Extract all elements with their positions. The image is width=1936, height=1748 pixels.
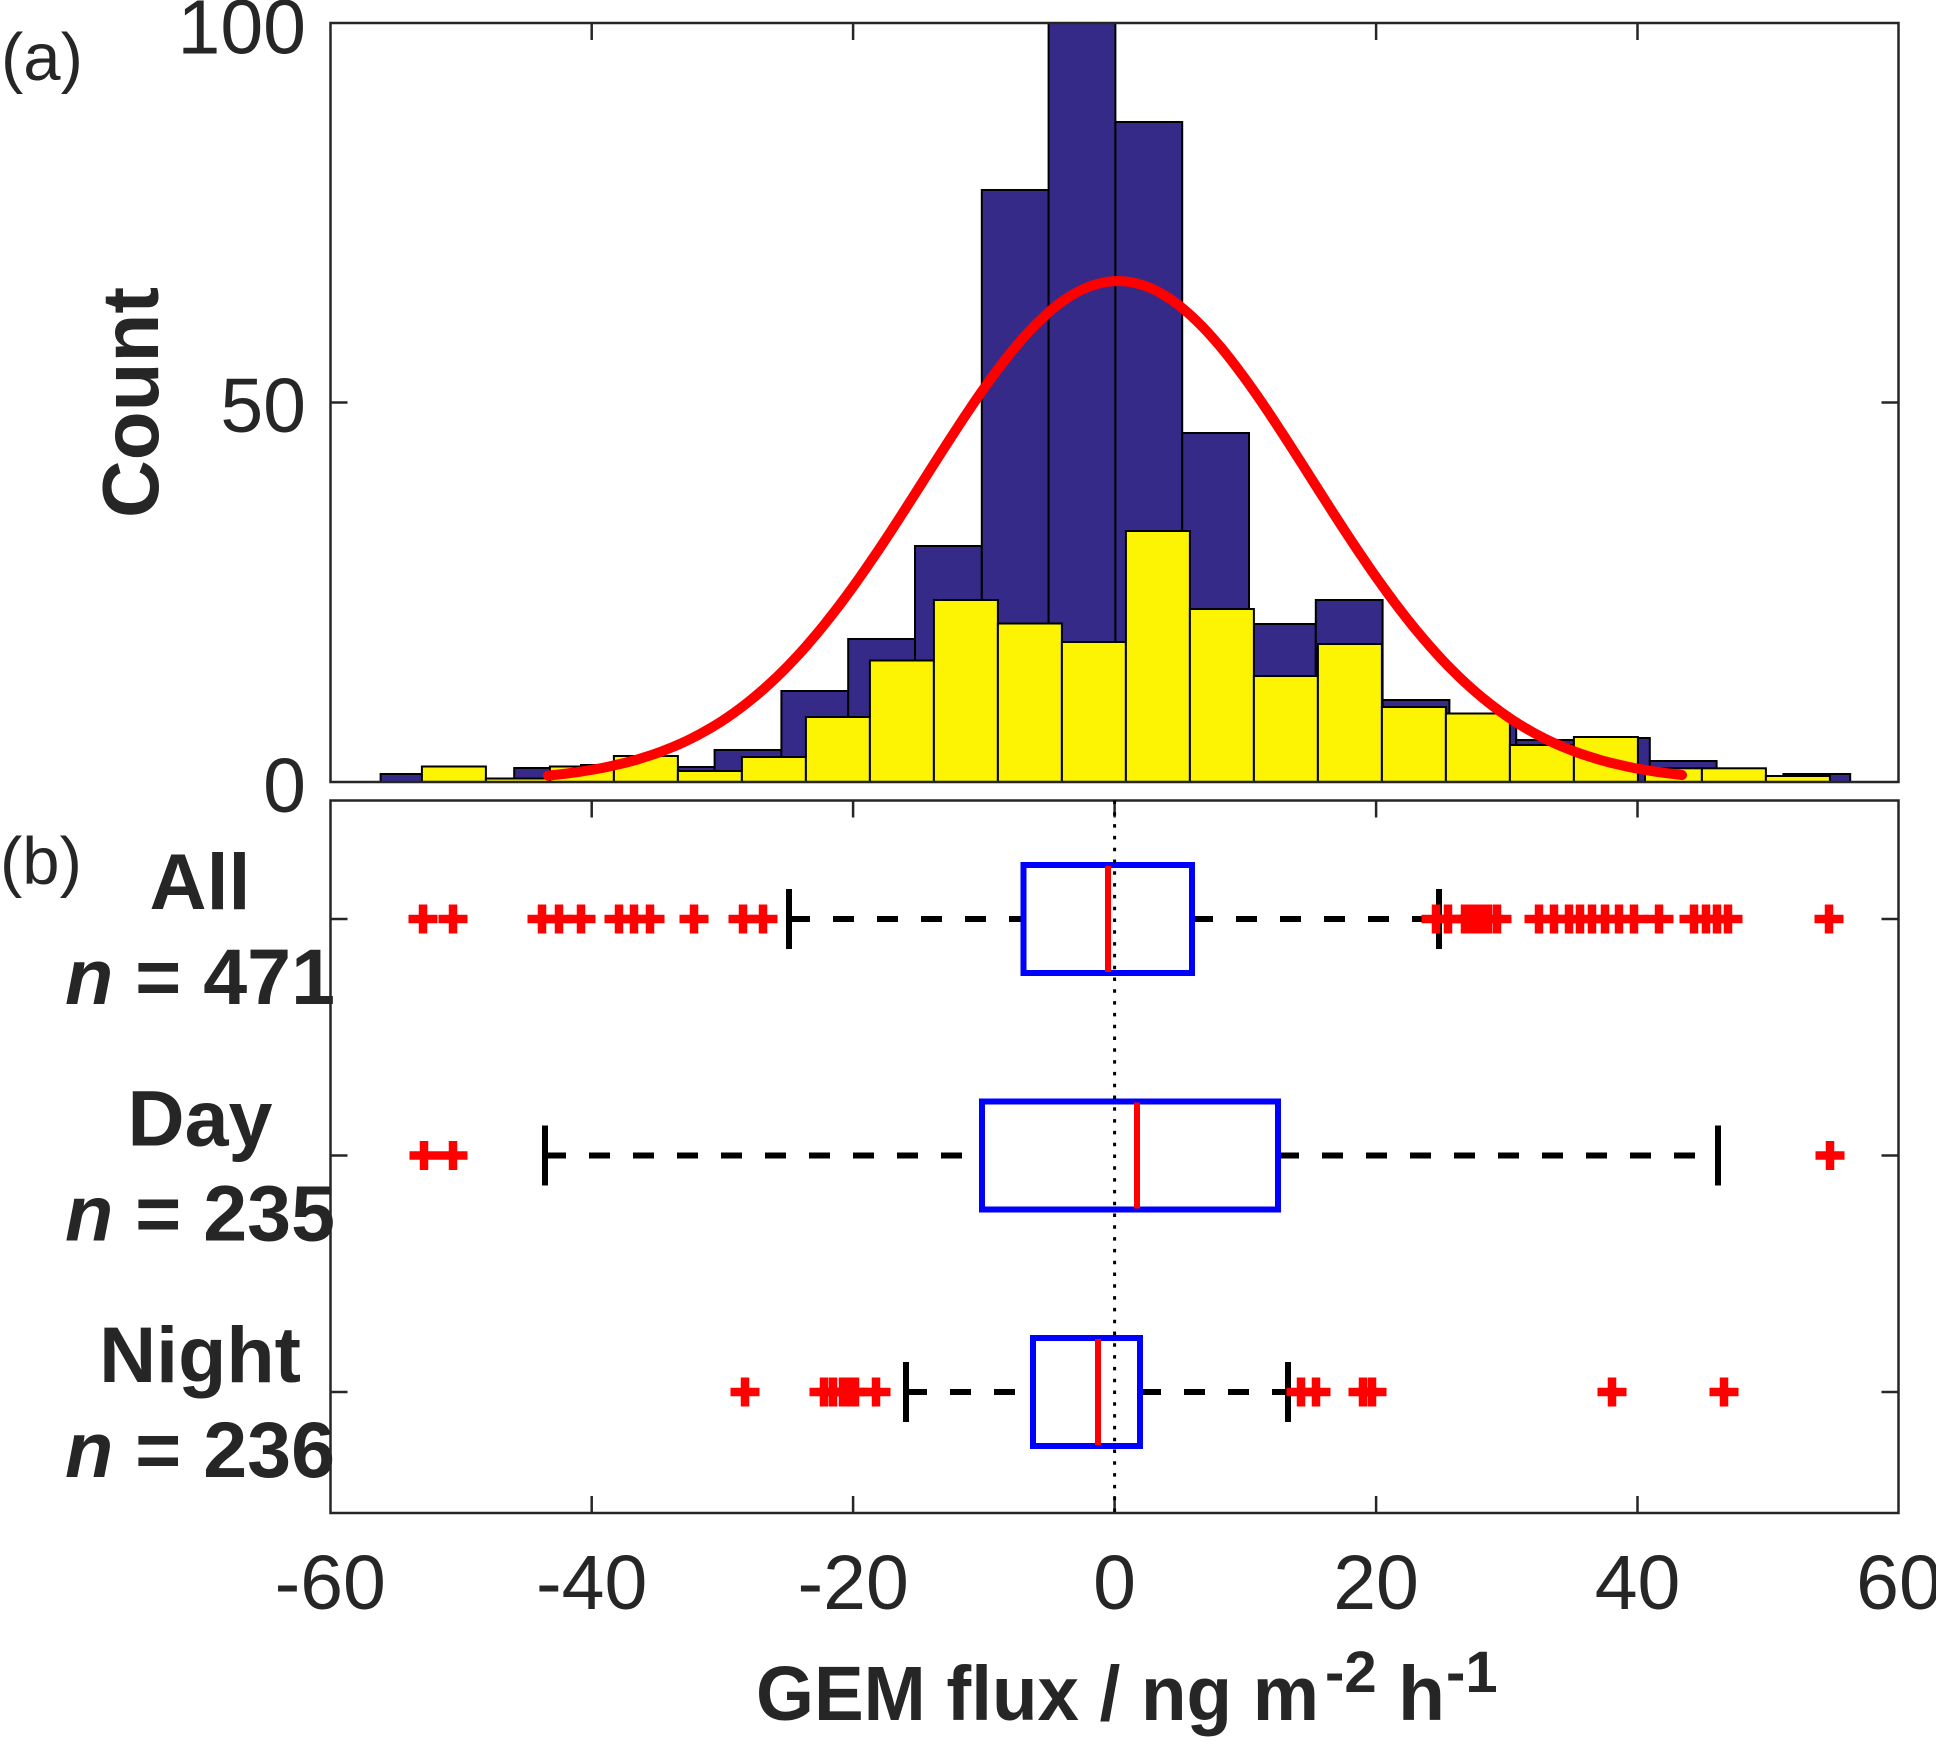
svg-text:n = 235: n = 235 bbox=[65, 1169, 335, 1258]
svg-text:60: 60 bbox=[1856, 1540, 1936, 1626]
svg-text:n = 471: n = 471 bbox=[65, 932, 335, 1021]
svg-text:100: 100 bbox=[178, 0, 306, 71]
svg-text:All: All bbox=[150, 837, 251, 926]
svg-text:Count: Count bbox=[86, 287, 175, 518]
svg-text:-1: -1 bbox=[1446, 1640, 1498, 1705]
svg-text:0: 0 bbox=[1093, 1540, 1136, 1626]
svg-text:(b): (b) bbox=[0, 824, 82, 899]
svg-text:(a): (a) bbox=[1, 20, 83, 95]
svg-text:-60: -60 bbox=[275, 1540, 386, 1626]
svg-text:-2: -2 bbox=[1325, 1640, 1377, 1705]
svg-text:Night: Night bbox=[99, 1310, 301, 1399]
svg-text:50: 50 bbox=[220, 363, 306, 449]
svg-text:n = 236: n = 236 bbox=[65, 1405, 335, 1494]
svg-text:40: 40 bbox=[1595, 1540, 1681, 1626]
svg-text:0: 0 bbox=[263, 743, 306, 829]
svg-text:-20: -20 bbox=[797, 1540, 908, 1626]
svg-text:h: h bbox=[1398, 1651, 1445, 1737]
svg-text:-40: -40 bbox=[536, 1540, 647, 1626]
svg-text:Day: Day bbox=[128, 1074, 273, 1163]
svg-text:GEM flux / ng m: GEM flux / ng m bbox=[756, 1651, 1319, 1737]
svg-text:20: 20 bbox=[1333, 1540, 1419, 1626]
